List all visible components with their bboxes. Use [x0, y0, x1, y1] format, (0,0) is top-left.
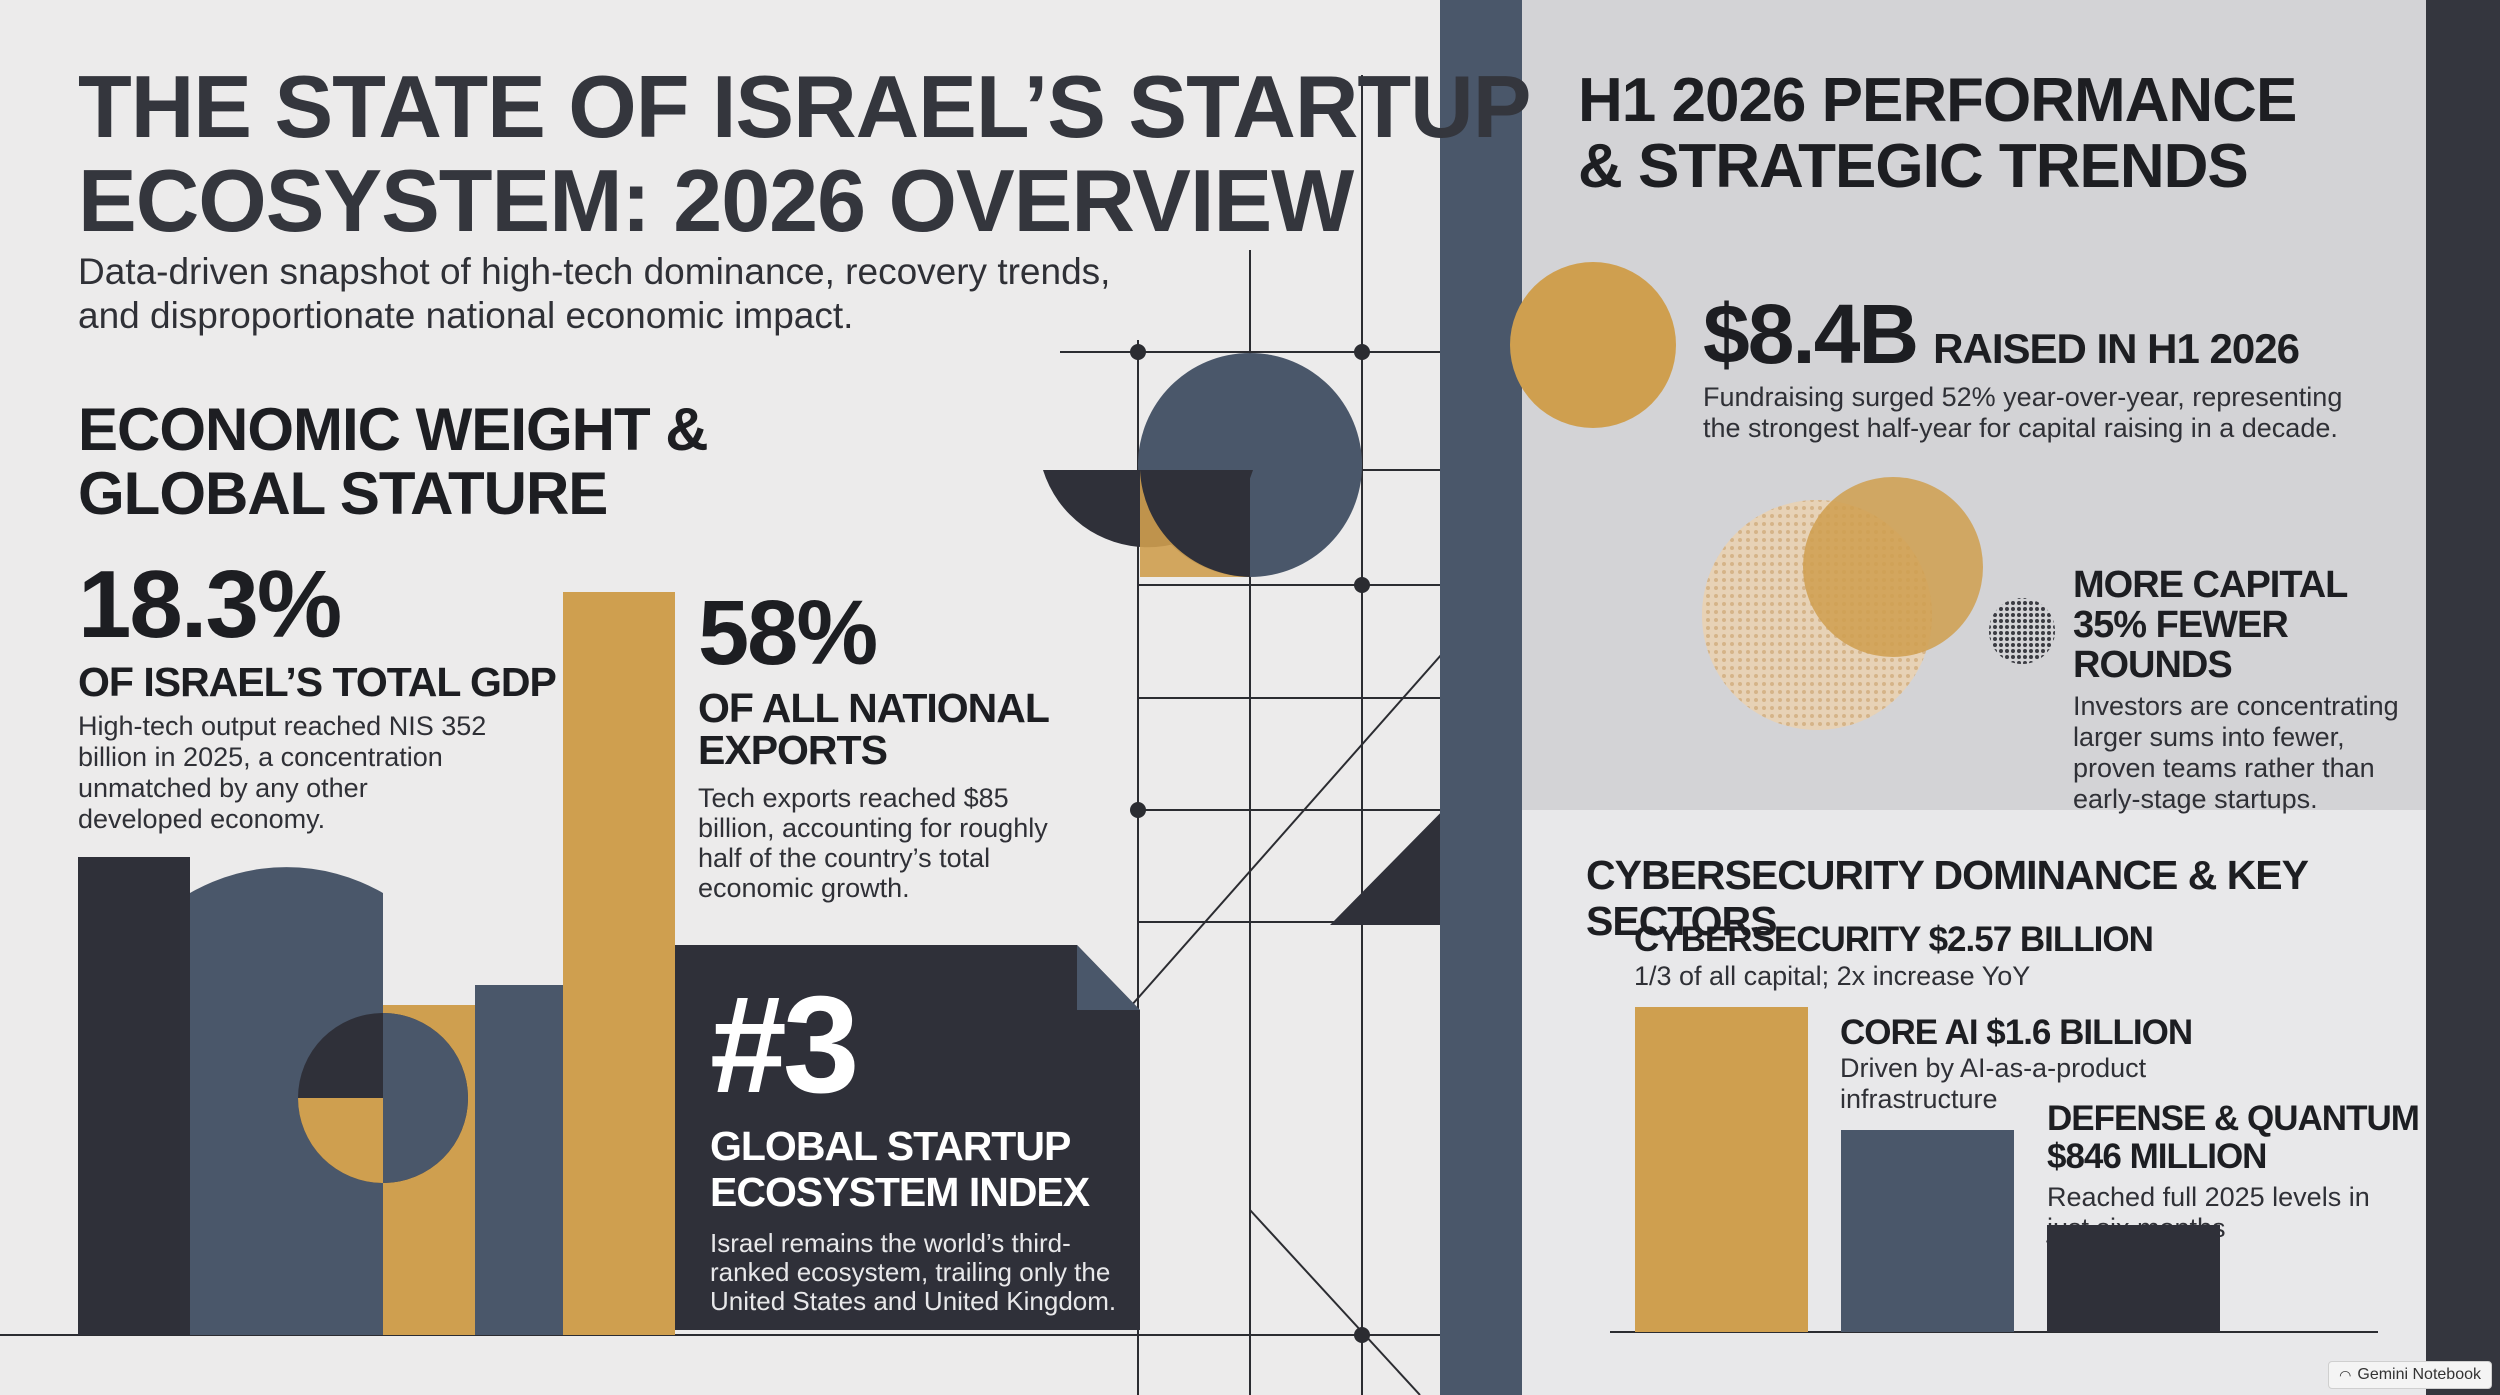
gdp-value: 18.3% [78, 551, 342, 658]
gdp-label: OF ISRAEL’S TOTAL GDP [78, 659, 557, 705]
subtitle-line-1: Data-driven snapshot of high-tech domina… [78, 251, 1111, 292]
rank-label: GLOBAL STARTUP ECOSYSTEM INDEX [710, 1123, 1130, 1215]
gdp-description: High-tech output reached NIS 352 billion… [78, 711, 558, 835]
rank-desc-line: Israel remains the world’s third- [710, 1228, 1071, 1258]
exports-label: OF ALL NATIONAL EXPORTS [698, 687, 1118, 771]
sector-defense-desc-line: Reached full 2025 levels in [2047, 1182, 2370, 1212]
rank-description: Israel remains the world’s third- ranked… [710, 1229, 1130, 1316]
rounds-label-line: MORE CAPITAL [2073, 564, 2348, 606]
notebook-icon: ◠ [2339, 1366, 2352, 1383]
rounds-desc-line: early-stage startups. [2073, 784, 2318, 814]
badge-label: Gemini Notebook [2357, 1366, 2481, 1383]
sector-ai-desc: Driven by AI-as-a-product infrastructure [1840, 1053, 2260, 1115]
sectors-heading: CYBERSECURITY DOMINANCE & KEY SECTORS [1586, 852, 2308, 944]
economic-heading-line-2: GLOBAL STATURE [78, 460, 608, 527]
sector-defense: DEFENSE & QUANTUM $846 MILLION Reached f… [2047, 1100, 2427, 1244]
gdp-desc-line: developed economy. [78, 804, 326, 834]
sector-ai-desc-line: Driven by AI-as-a-product [1840, 1053, 2147, 1083]
economic-heading: ECONOMIC WEIGHT & GLOBAL STATURE [78, 396, 709, 527]
rank-desc-line: ranked ecosystem, trailing only the [710, 1257, 1111, 1287]
raised-desc-line: the strongest half-year for capital rais… [1703, 413, 2338, 443]
raised-value: $8.4B [1703, 287, 1919, 381]
right-edge-strip [2426, 0, 2500, 1395]
performance-heading: H1 2026 PERFORMANCE & STRATEGIC TRENDS [1578, 66, 2297, 201]
sector-ai-desc-line: infrastructure [1840, 1084, 1998, 1114]
exports-value: 58% [698, 582, 878, 684]
sector-defense-title-line: $846 MILLION [2047, 1137, 2267, 1176]
sector-cyber-title: CYBERSECURITY $2.57 BILLION [1634, 920, 2154, 959]
sector-defense-desc-line: just six months [2047, 1213, 2226, 1243]
exports-desc-line: half of the country’s total [698, 843, 991, 873]
gdp-desc-line: billion in 2025, a concentration [78, 742, 443, 772]
title-line-1: THE STATE OF ISRAEL’S STARTUP [78, 57, 1531, 156]
gdp-desc-line: unmatched by any other [78, 773, 368, 803]
exports-desc-line: Tech exports reached $85 [698, 783, 1009, 813]
rank-desc-line: United States and United Kingdom. [710, 1286, 1117, 1316]
economic-heading-line-1: ECONOMIC WEIGHT & [78, 396, 709, 463]
title-line-2: ECOSYSTEM: 2026 OVERVIEW [78, 151, 1354, 250]
exports-description: Tech exports reached $85 billion, accoun… [698, 783, 1118, 903]
raised-label: RAISED IN H1 2026 [1933, 325, 2300, 372]
sector-cyber-desc: 1/3 of all capital; 2x increase YoY [1634, 961, 2031, 991]
sector-defense-desc: Reached full 2025 levels in just six mon… [2047, 1182, 2427, 1244]
exports-label-line: EXPORTS [698, 727, 888, 773]
rank-stat: #3 GLOBAL STARTUP ECOSYSTEM INDEX Israel… [710, 975, 1130, 1316]
rounds-desc-line: larger sums into fewer, [2073, 722, 2345, 752]
divider-column [1440, 0, 1522, 1395]
gdp-desc-line: High-tech output reached NIS 352 [78, 711, 487, 741]
exports-label-line: OF ALL NATIONAL [698, 685, 1050, 731]
performance-panel [1522, 0, 2426, 810]
raised-description: Fundraising surged 52% year-over-year, r… [1703, 382, 2423, 444]
sector-ai-title: CORE AI $1.6 BILLION [1840, 1013, 2193, 1052]
sector-ai: CORE AI $1.6 BILLION Driven by AI-as-a-p… [1840, 1013, 2260, 1115]
performance-heading-line-1: H1 2026 PERFORMANCE [1578, 66, 2297, 135]
gdp-stat: 18.3% OF ISRAEL’S TOTAL GDP High-tech ou… [78, 555, 558, 835]
page-title: THE STATE OF ISRAEL’S STARTUP ECOSYSTEM:… [78, 57, 1531, 250]
rounds-description: Investors are concentrating larger sums … [2073, 691, 2423, 815]
rounds-label: MORE CAPITAL 35% FEWER ROUNDS [2073, 565, 2423, 685]
gemini-notebook-badge: ◠ Gemini Notebook [2328, 1361, 2492, 1389]
raised-stat: $8.4B RAISED IN H1 2026 Fundraising surg… [1703, 290, 2423, 444]
raised-desc-line: Fundraising surged 52% year-over-year, r… [1703, 382, 2343, 412]
rank-label-line: GLOBAL STARTUP [710, 1123, 1071, 1169]
rounds-desc-line: Investors are concentrating [2073, 691, 2399, 721]
performance-heading-line-2: & STRATEGIC TRENDS [1578, 132, 2249, 201]
rounds-label-line: 35% FEWER ROUNDS [2073, 604, 2289, 686]
rank-label-line: ECOSYSTEM INDEX [710, 1169, 1090, 1215]
rounds-stat: MORE CAPITAL 35% FEWER ROUNDS Investors … [2073, 565, 2423, 815]
exports-desc-line: billion, accounting for roughly [698, 813, 1048, 843]
rank-value: #3 [710, 968, 860, 1122]
subtitle-line-2: and disproportionate national economic i… [78, 295, 854, 336]
rounds-desc-line: proven teams rather than [2073, 753, 2375, 783]
page-subtitle: Data-driven snapshot of high-tech domina… [78, 250, 1178, 338]
sector-cyber: CYBERSECURITY $2.57 BILLION 1/3 of all c… [1634, 920, 2194, 992]
sector-defense-title-line: DEFENSE & QUANTUM [2047, 1099, 2420, 1138]
exports-stat: 58% OF ALL NATIONAL EXPORTS Tech exports… [698, 585, 1118, 903]
exports-desc-line: economic growth. [698, 873, 910, 903]
sector-defense-title: DEFENSE & QUANTUM $846 MILLION [2047, 1100, 2427, 1176]
